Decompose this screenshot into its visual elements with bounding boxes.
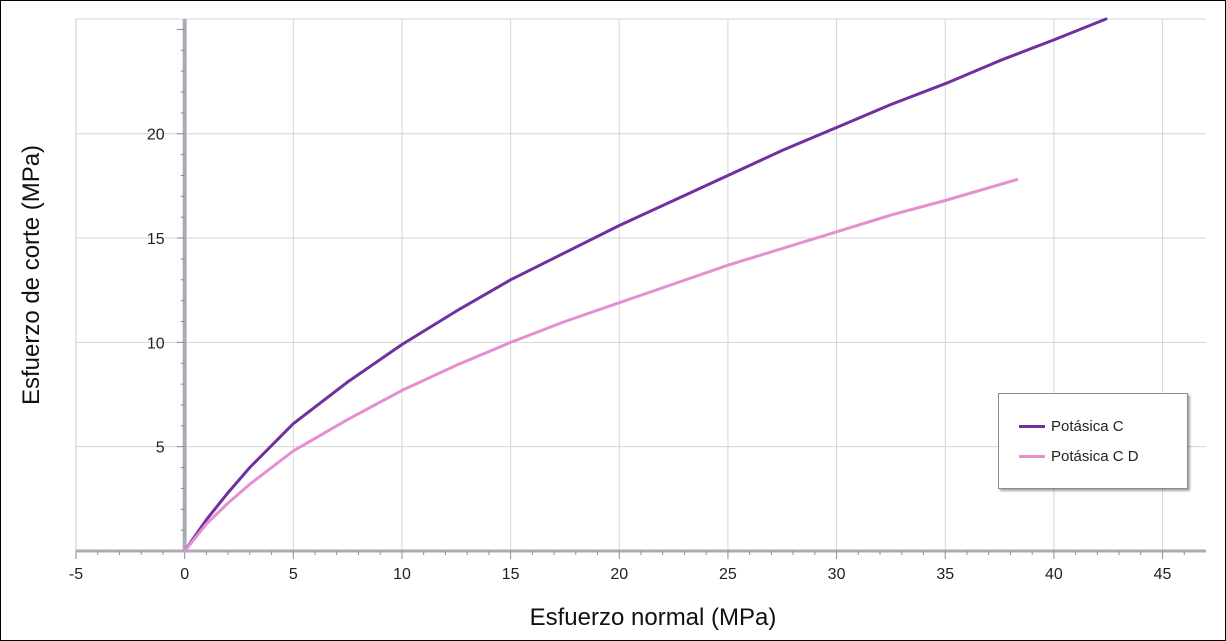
legend-swatch-potasica-c	[1019, 425, 1045, 428]
x-tick-label-3: 10	[393, 566, 411, 583]
grid	[75, 18, 1206, 551]
x-axis-title: Esfuerzo normal (MPa)	[530, 604, 777, 631]
tick-labels: -5 0 5 10 15 20 25 30 35 40 45 5 10 15 20	[69, 127, 1172, 583]
legend-item-potasica-c: Potásica C	[1019, 418, 1124, 435]
series-lines	[183, 17, 1108, 553]
x-tick-label-7: 30	[828, 566, 846, 583]
series-line-0	[183, 17, 1108, 553]
legend-label-potasica-c-d: Potásica C D	[1051, 448, 1139, 465]
y-tick-label-1: 10	[147, 335, 165, 352]
legend: Potásica C Potásica C D	[998, 393, 1188, 489]
x-tick-label-6: 25	[719, 566, 737, 583]
y-tick-label-0: 5	[156, 440, 165, 457]
legend-swatch-potasica-c-d	[1019, 455, 1045, 458]
series-line-1	[183, 178, 1019, 553]
axes	[75, 19, 1206, 559]
x-tick-label-2: 5	[289, 566, 298, 583]
x-tick-label-1: 0	[180, 566, 189, 583]
legend-item-potasica-c-d: Potásica C D	[1019, 448, 1139, 465]
x-tick-label-8: 35	[936, 566, 954, 583]
y-tick-label-3: 20	[147, 127, 165, 144]
x-tick-label-10: 45	[1154, 566, 1172, 583]
x-tick-label-5: 20	[610, 566, 628, 583]
y-tick-label-2: 15	[147, 231, 165, 248]
y-axis-title: Esfuerzo de corte (MPa)	[18, 145, 45, 405]
x-tick-label-4: 15	[502, 566, 520, 583]
legend-label-potasica-c: Potásica C	[1051, 418, 1124, 435]
x-tick-label-0: -5	[69, 566, 83, 583]
x-tick-label-9: 40	[1045, 566, 1063, 583]
